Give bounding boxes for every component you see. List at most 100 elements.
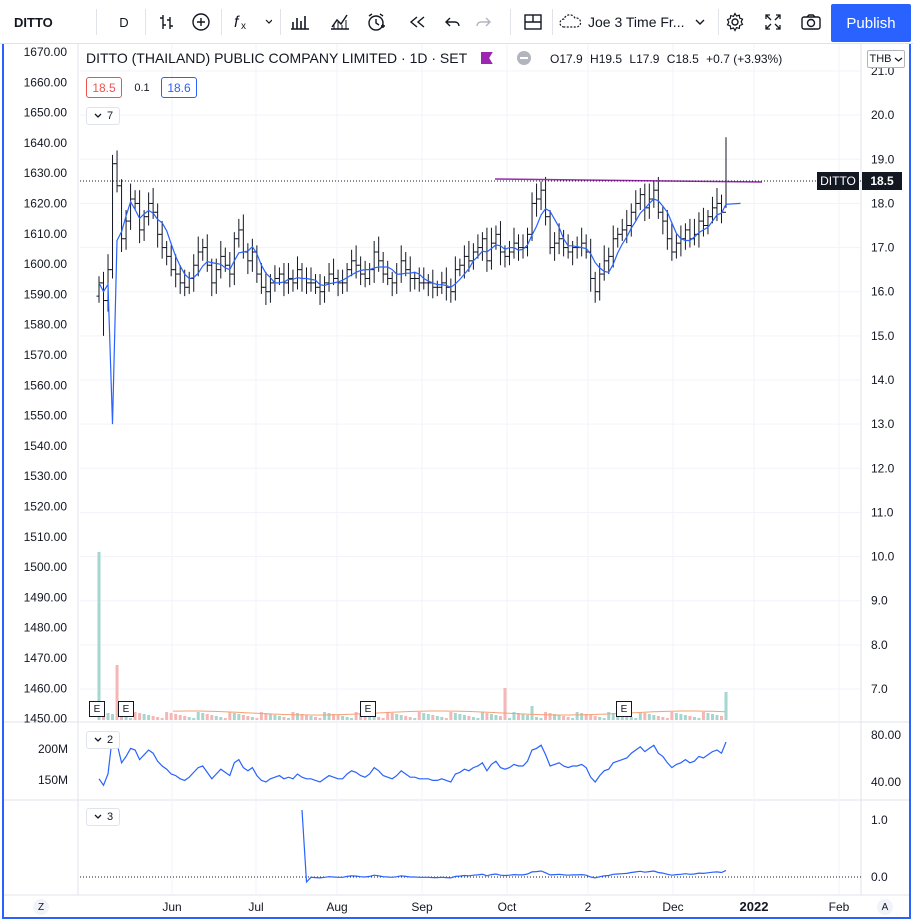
volume-bar: [214, 716, 218, 720]
ohlc-bar: [633, 190, 639, 222]
volume-bar: [670, 712, 674, 720]
volume-bar: [250, 717, 254, 720]
ohlc-bar: [637, 187, 643, 211]
volume-bar: [147, 715, 151, 720]
symbol-search-button[interactable]: DITTO: [14, 14, 53, 30]
bid-price-badge[interactable]: 18.5: [86, 77, 122, 98]
earnings-marker[interactable]: E: [89, 701, 105, 717]
volume-bar: [395, 714, 399, 720]
volume-bar: [219, 717, 223, 720]
ohlc-bar: [322, 276, 328, 303]
layout-grid-icon[interactable]: [518, 0, 548, 44]
currency-selector[interactable]: THB: [867, 50, 905, 68]
zoom-corner-button[interactable]: Z: [33, 899, 49, 915]
right-price-axis[interactable]: 21.020.019.018.017.016.015.014.013.012.0…: [871, 64, 895, 696]
ohlc-bar: [416, 267, 422, 292]
right-axis-tick: 9.0: [871, 594, 888, 608]
volume-bar: [120, 716, 124, 720]
volume-bar: [476, 718, 480, 720]
volume-bar: [277, 716, 281, 720]
layout-name-button[interactable]: Joe 3 Time Fr...: [558, 0, 718, 44]
fullscreen-icon[interactable]: [758, 0, 788, 44]
replay-icon[interactable]: [402, 0, 432, 44]
left-axis-tick: 1630.00: [24, 166, 68, 180]
ohlc-bar: [281, 263, 287, 297]
earnings-marker[interactable]: E: [118, 701, 134, 717]
ohlc-bar: [362, 260, 368, 288]
ohlc-bar: [425, 274, 431, 297]
chevron-down-icon: [94, 113, 102, 118]
compare-add-icon[interactable]: [186, 0, 216, 44]
ohlc-bar: [506, 240, 512, 266]
chevron-down-icon: [695, 19, 705, 25]
redo-icon[interactable]: [468, 0, 498, 44]
volume-bar: [282, 717, 286, 720]
ohlc-bar: [299, 263, 305, 292]
bar-style-icon[interactable]: [152, 0, 182, 44]
undo-icon[interactable]: [438, 0, 468, 44]
financials-icon[interactable]: [285, 0, 315, 44]
ohlc-bar: [412, 271, 418, 290]
ohlc-bar: [592, 271, 598, 303]
collapse-legend-icon[interactable]: [516, 51, 531, 65]
volume-bar: [160, 718, 164, 720]
ohlc-bar: [714, 187, 720, 222]
time-tick: Jun: [162, 900, 181, 914]
gear-icon[interactable]: [720, 0, 750, 44]
ohlc-bar: [705, 210, 711, 235]
ohlc-bar: [457, 258, 463, 277]
left-axis-tick: 1580.00: [24, 318, 68, 332]
resistance-trendline[interactable]: [494, 178, 763, 183]
price-label-tag: DITTO 18.5: [817, 172, 902, 190]
pane3-toggle-button[interactable]: 3: [86, 808, 120, 826]
chart-legend-title[interactable]: DITTO (THAILAND) PUBLIC COMPANY LIMITED …: [86, 50, 531, 66]
volume-bar: [471, 717, 475, 720]
alert-clock-icon[interactable]: [362, 0, 392, 44]
auto-scale-button[interactable]: A: [877, 899, 893, 915]
ohlc-bar: [570, 240, 576, 266]
volume-bar: [156, 717, 160, 720]
toolbar-divider: [280, 9, 281, 35]
time-tick: 2: [585, 900, 592, 914]
earnings-marker[interactable]: E: [616, 701, 632, 717]
publish-button[interactable]: Publish: [831, 4, 911, 42]
left-axis-tick: 1550.00: [24, 409, 68, 423]
pane2-left-tick: 200M: [38, 742, 68, 756]
volume-bar: [458, 714, 462, 720]
ohlc-bar: [186, 271, 192, 294]
volume-bar: [201, 713, 205, 720]
volume-bar: [205, 714, 209, 720]
templates-icon[interactable]: [325, 0, 355, 44]
ohlc-bar: [204, 234, 210, 272]
volume-bar: [575, 712, 579, 720]
ohlc-bars: [96, 137, 729, 336]
volume-bar: [304, 715, 308, 720]
volume-bar: [431, 715, 435, 720]
camera-icon[interactable]: [796, 0, 826, 44]
volume-bar: [688, 716, 692, 720]
left-price-axis[interactable]: 1670.00 1660.00 1650.00 1640.00 1630.00 1620.…: [24, 45, 68, 726]
svg-text:f: f: [234, 14, 240, 31]
ohlc-bar: [326, 263, 332, 292]
pane2-toggle-button[interactable]: 2: [86, 731, 120, 749]
left-axis-tick: 1540.00: [24, 439, 68, 453]
volume-bar: [408, 717, 412, 720]
left-axis-tick: 1620.00: [24, 197, 68, 211]
volume-bar: [345, 717, 349, 720]
flag-icon[interactable]: [480, 52, 493, 64]
volume-ma-line: [173, 710, 726, 716]
left-axis-tick: 1470.00: [24, 651, 68, 665]
volume-bar: [327, 713, 331, 720]
interval-button[interactable]: D: [119, 14, 129, 30]
ohlc-bar: [434, 280, 440, 297]
earnings-marker[interactable]: E: [360, 701, 376, 717]
volume-bar: [169, 713, 173, 720]
time-axis[interactable]: Jun Jul Aug Sep Oct 2 Dec 2022 Feb: [162, 899, 849, 914]
indicators-toggle-button[interactable]: 7: [86, 107, 120, 125]
volume-bar: [544, 712, 548, 720]
ask-price-badge[interactable]: 18.6: [161, 77, 197, 98]
left-axis-tick: 1480.00: [24, 621, 68, 635]
grid-lines: [80, 44, 861, 895]
